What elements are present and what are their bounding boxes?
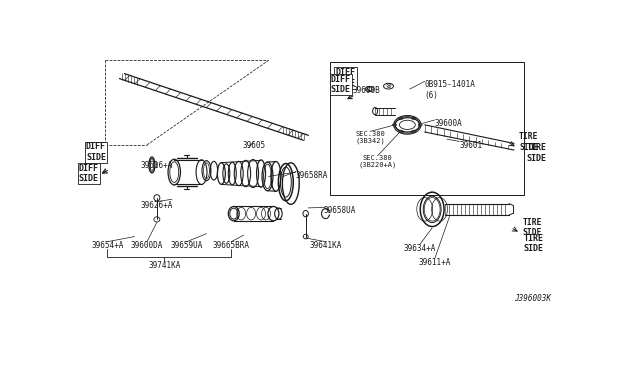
Text: TIRE
SIDE: TIRE SIDE — [519, 132, 538, 152]
Text: SEC.380
(3B220+A): SEC.380 (3B220+A) — [358, 155, 397, 169]
Text: 39741KA: 39741KA — [148, 261, 180, 270]
Text: TIRE
SIDE: TIRE SIDE — [524, 234, 544, 253]
Text: 39616+A: 39616+A — [141, 161, 173, 170]
Text: ⊗: ⊗ — [385, 83, 392, 89]
Text: DIFF
SIDE: DIFF SIDE — [331, 75, 351, 94]
Text: 39654+A: 39654+A — [91, 241, 124, 250]
Text: TIRE
SIDE: TIRE SIDE — [522, 218, 542, 237]
Text: 39658UA: 39658UA — [323, 206, 355, 215]
Text: 39600DA: 39600DA — [131, 241, 163, 250]
Text: 39611+A: 39611+A — [419, 258, 451, 267]
Text: SEC.380
(3B342): SEC.380 (3B342) — [355, 131, 385, 144]
Text: 39665BRA: 39665BRA — [212, 241, 250, 250]
Text: DIFF
SIDE: DIFF SIDE — [79, 164, 99, 183]
Text: DIFF
SIDE: DIFF SIDE — [335, 68, 355, 87]
Text: 39626+A: 39626+A — [141, 201, 173, 210]
Text: 39658RA: 39658RA — [296, 171, 328, 180]
Text: 39601: 39601 — [460, 141, 483, 150]
Text: DIFF
SIDE: DIFF SIDE — [86, 142, 106, 162]
Bar — [330, 62, 524, 195]
Text: TIRE
SIDE: TIRE SIDE — [527, 144, 547, 163]
Text: 39659UA: 39659UA — [170, 241, 203, 250]
Text: 39605: 39605 — [242, 141, 265, 150]
Text: 39634+A: 39634+A — [404, 244, 436, 253]
Text: 39641KA: 39641KA — [309, 241, 342, 250]
Text: 39600B: 39600B — [353, 86, 381, 95]
Text: J396003K: J396003K — [514, 294, 551, 303]
Text: 39600A: 39600A — [435, 119, 462, 128]
Text: 0B915-1401A
(6): 0B915-1401A (6) — [425, 80, 476, 100]
